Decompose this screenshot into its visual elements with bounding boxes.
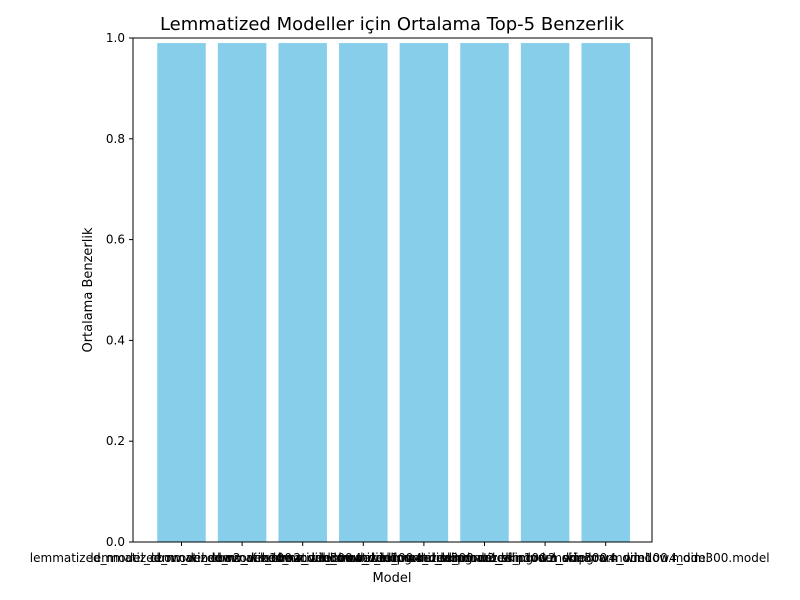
chart-title: Lemmatized Modeller için Ortalama Top-5 … xyxy=(160,14,625,35)
y-ticks-group: 0.0 0.2 0.4 0.6 0.8 1.0 xyxy=(106,31,133,549)
x-tick-label: lemmatized_model_skipgram_window2_dim300… xyxy=(321,551,649,565)
bar xyxy=(399,43,449,542)
bar xyxy=(157,43,206,542)
x-tick-label: lemmatized_model_cbow_window4_dim100.mod… xyxy=(151,551,454,565)
x-tick-label: lemmatized_model_cbow_window2_dim300.mod… xyxy=(90,551,393,565)
x-tick-label: lemmatized_model_skipgram_window2_dim100… xyxy=(260,551,588,565)
y-axis-label: Ortalama Benzerlik xyxy=(81,227,96,353)
y-tick-label: 0.8 xyxy=(106,132,125,146)
bar xyxy=(460,43,509,542)
bars-group xyxy=(157,43,630,542)
bar xyxy=(339,43,388,542)
bar xyxy=(581,43,630,542)
y-tick-label: 0.2 xyxy=(106,434,125,448)
bar xyxy=(520,43,570,542)
x-tick-label: lemmatized_model_cbow_window2_dim100.mod… xyxy=(30,551,333,565)
y-tick-label: 0.4 xyxy=(106,333,125,347)
x-tick-label: lemmatized_model_skipgram_window4_dim300… xyxy=(442,551,770,565)
y-tick-label: 0.0 xyxy=(106,535,125,549)
y-tick-label: 0.6 xyxy=(106,233,125,247)
x-axis-label: Model xyxy=(372,571,411,586)
x-tick-label: lemmatized_model_skipgram_window4_dim100… xyxy=(381,551,709,565)
x-ticks-group: lemmatized_model_cbow_window2_dim100.mod… xyxy=(30,542,770,565)
plot-frame xyxy=(132,37,653,543)
x-tick-label: lemmatized_model_cbow_window4_dim300.mod… xyxy=(212,551,515,565)
y-tick-label: 1.0 xyxy=(106,31,125,45)
bar xyxy=(278,43,327,542)
bar xyxy=(217,43,267,542)
